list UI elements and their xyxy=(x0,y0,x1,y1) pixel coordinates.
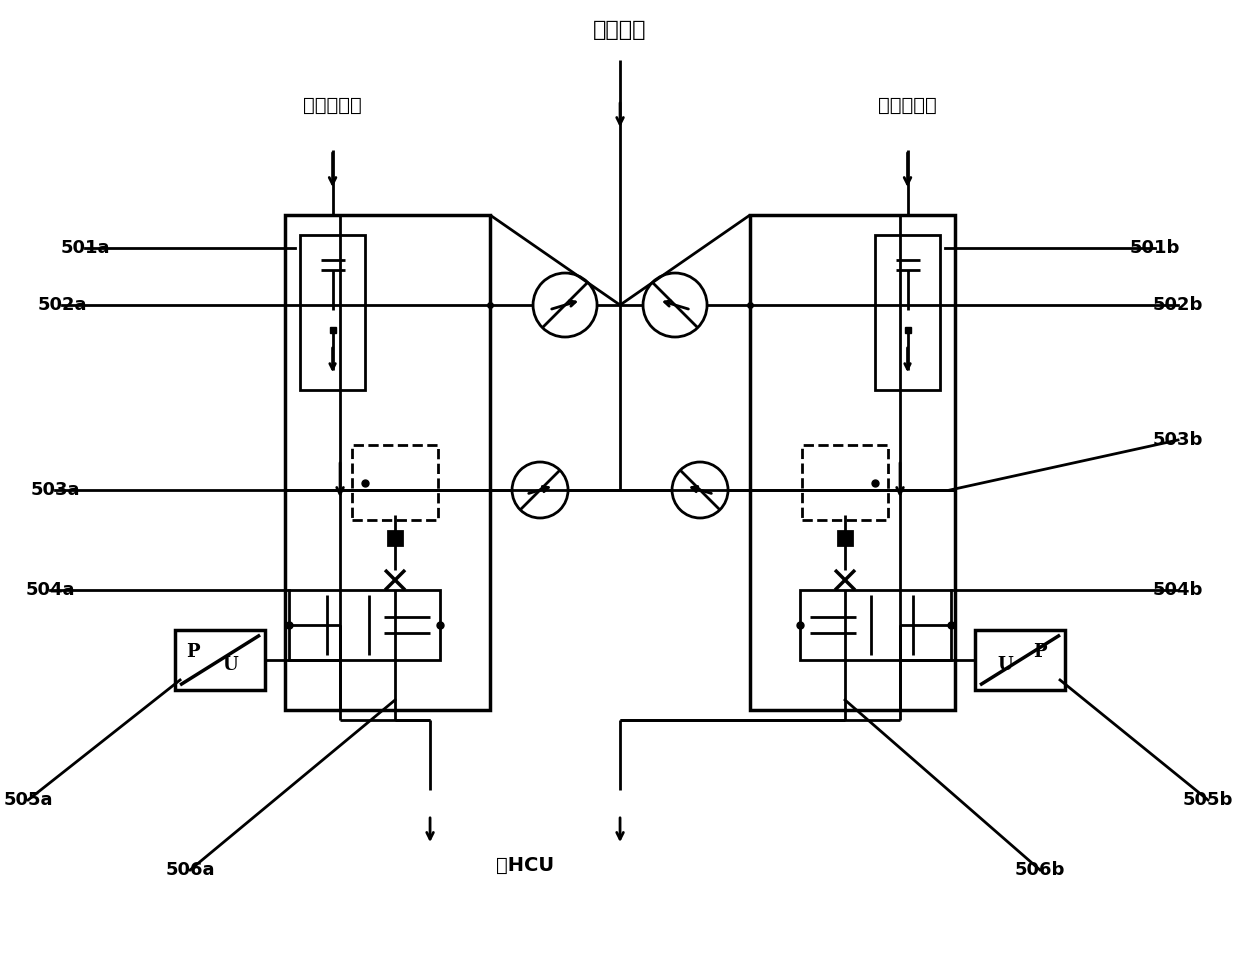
Bar xyxy=(810,450,880,515)
Bar xyxy=(750,215,955,710)
Bar xyxy=(289,590,440,660)
Text: 503a: 503a xyxy=(30,481,79,499)
Text: 504a: 504a xyxy=(25,581,74,599)
Text: 接主缸前腔: 接主缸前腔 xyxy=(878,96,937,114)
Bar xyxy=(388,531,402,545)
Bar xyxy=(800,590,951,660)
Bar xyxy=(875,235,940,390)
Text: 506a: 506a xyxy=(165,861,215,879)
Text: 505b: 505b xyxy=(1183,791,1234,809)
Text: U: U xyxy=(997,656,1013,674)
Text: 503b: 503b xyxy=(1153,431,1203,449)
Bar xyxy=(300,235,365,390)
Bar xyxy=(352,445,438,520)
Text: U: U xyxy=(222,656,238,674)
Text: P: P xyxy=(1033,643,1047,661)
Text: 506b: 506b xyxy=(1014,861,1065,879)
Text: 504b: 504b xyxy=(1153,581,1203,599)
Text: 502a: 502a xyxy=(37,296,87,314)
Bar xyxy=(802,445,888,520)
Text: 501a: 501a xyxy=(61,239,110,257)
Text: P: P xyxy=(186,643,200,661)
Text: 502b: 502b xyxy=(1153,296,1203,314)
Text: 接主缸后腔: 接主缸后腔 xyxy=(304,96,362,114)
Bar xyxy=(838,531,852,545)
Bar xyxy=(175,630,265,690)
Text: 接HCU: 接HCU xyxy=(496,856,554,874)
Bar xyxy=(360,450,430,515)
Bar xyxy=(285,215,490,710)
Text: 501b: 501b xyxy=(1130,239,1180,257)
Text: 505a: 505a xyxy=(4,791,53,809)
Bar xyxy=(975,630,1065,690)
Text: 接储液灘: 接储液灘 xyxy=(593,20,647,40)
